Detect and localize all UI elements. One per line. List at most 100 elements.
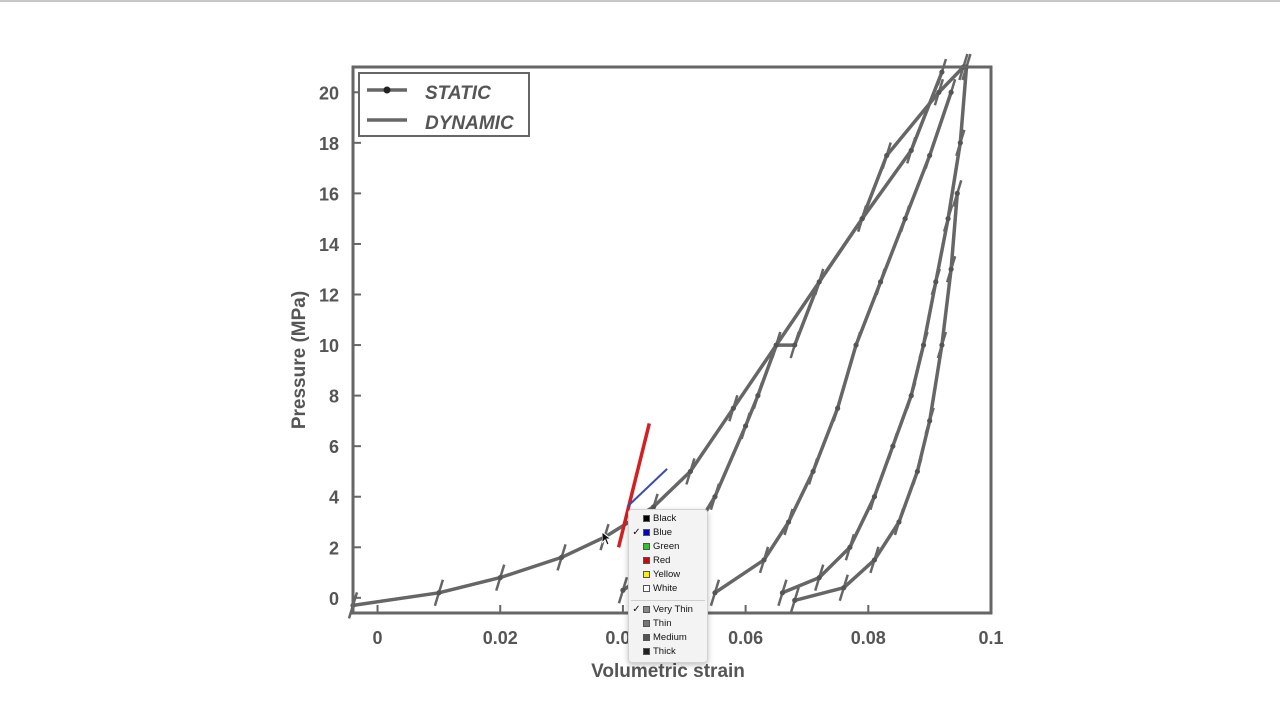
y-tick-label: 14 <box>319 235 339 255</box>
highlight-segment-1 <box>616 422 651 548</box>
y-tick-label: 8 <box>329 387 339 407</box>
data-point <box>687 468 694 475</box>
menu-item-medium[interactable]: Medium <box>629 631 707 645</box>
data-point <box>835 405 841 411</box>
menu-item-black[interactable]: Black <box>629 512 707 526</box>
data-point <box>957 140 963 146</box>
y-tick-label: 4 <box>329 488 339 508</box>
data-point <box>877 279 884 285</box>
line-style-context-menu: Black ✓ Blue Green Red Yellow White ✓ Ve… <box>628 509 708 663</box>
data-point <box>927 152 933 159</box>
y-tick-label: 6 <box>329 437 339 457</box>
series-line-4 <box>781 66 969 595</box>
data-point <box>871 494 878 500</box>
y-tick-label: 20 <box>319 83 339 103</box>
data-point <box>779 590 786 596</box>
x-axis-label: Volumetric strain <box>591 661 745 682</box>
series-line-2 <box>621 65 965 592</box>
menu-item-label: White <box>653 583 678 594</box>
menu-item-label: Very Thin <box>653 604 693 615</box>
y-tick-label: 0 <box>329 589 339 609</box>
data-point <box>816 279 822 285</box>
data-point <box>792 342 798 348</box>
width-swatch <box>643 620 650 627</box>
data-point <box>902 216 908 222</box>
y-tick-label: 12 <box>319 286 339 306</box>
menu-item-label: Green <box>653 541 680 552</box>
y-tick-label: 16 <box>319 184 339 204</box>
data-point <box>920 342 927 348</box>
data-point <box>896 519 902 525</box>
x-tick-label: 0.02 <box>483 628 518 648</box>
menu-item-white[interactable]: White <box>629 582 707 596</box>
mouse-pointer-icon <box>602 532 612 546</box>
data-point <box>558 554 565 560</box>
menu-item-label: Thin <box>653 618 672 629</box>
data-point <box>871 557 878 563</box>
data-point <box>853 342 859 348</box>
series-line-5 <box>794 193 960 603</box>
menu-item-thin[interactable]: Thin <box>629 617 707 631</box>
menu-item-red[interactable]: Red <box>629 554 707 568</box>
data-point <box>743 423 749 429</box>
data-point <box>948 266 954 272</box>
data-point <box>650 504 657 510</box>
legend-static-marker <box>383 86 391 94</box>
data-point <box>847 544 853 550</box>
menu-item-yellow[interactable]: Yellow <box>629 568 707 582</box>
x-tick-label: 0 <box>373 628 383 648</box>
data-point <box>785 519 792 525</box>
menu-item-thick[interactable]: Thick <box>629 645 707 659</box>
color-swatch <box>643 543 650 550</box>
menu-item-label: Yellow <box>653 569 681 580</box>
window-top-border <box>0 0 1280 2</box>
data-point <box>497 575 503 581</box>
menu-item-very-thin[interactable]: ✓ Very Thin <box>629 603 707 617</box>
legend-box <box>358 72 530 137</box>
legend-static-label: STATIC <box>425 83 491 104</box>
highlight-layer <box>616 422 668 548</box>
data-point <box>761 557 767 563</box>
data-point <box>954 190 960 196</box>
data-point <box>914 468 920 475</box>
series-line-1 <box>352 71 944 608</box>
data-point <box>730 405 736 411</box>
color-swatch <box>643 571 650 578</box>
data-point <box>908 147 914 154</box>
color-swatch <box>643 585 650 592</box>
data-point <box>755 393 761 399</box>
width-swatch <box>643 606 650 613</box>
highlight-segment-2 <box>626 468 668 508</box>
data-point <box>939 69 945 75</box>
data-point <box>792 597 798 603</box>
menu-item-label: Red <box>653 555 671 566</box>
series-line-3 <box>713 91 953 595</box>
menu-item-label: Thick <box>653 646 676 657</box>
data-point <box>712 494 718 500</box>
data-point <box>939 342 945 348</box>
data-point <box>933 279 939 285</box>
menu-item-label: Medium <box>653 632 687 643</box>
menu-item-green[interactable]: Green <box>629 540 707 554</box>
check-icon: ✓ <box>632 527 641 538</box>
data-point <box>773 342 779 348</box>
y-axis-label: Pressure (MPa) <box>289 291 310 429</box>
menu-item-label: Blue <box>653 527 673 538</box>
data-point <box>436 590 442 596</box>
check-icon: ✓ <box>632 604 641 615</box>
color-swatch <box>643 529 650 536</box>
color-swatch <box>643 557 650 564</box>
data-point <box>712 590 718 596</box>
data-point <box>936 89 942 95</box>
data-point <box>841 585 847 591</box>
menu-item-blue[interactable]: ✓ Blue <box>629 526 707 540</box>
legend: STATIC DYNAMIC <box>358 72 530 137</box>
data-point <box>945 216 951 222</box>
y-tick-label: 18 <box>319 134 339 154</box>
legend-dynamic-label: DYNAMIC <box>425 113 514 134</box>
color-swatch <box>643 515 650 522</box>
x-tick-label: 0.1 <box>978 628 1003 648</box>
data-point <box>859 216 865 222</box>
menu-separator <box>631 600 705 601</box>
width-swatch <box>643 634 650 641</box>
